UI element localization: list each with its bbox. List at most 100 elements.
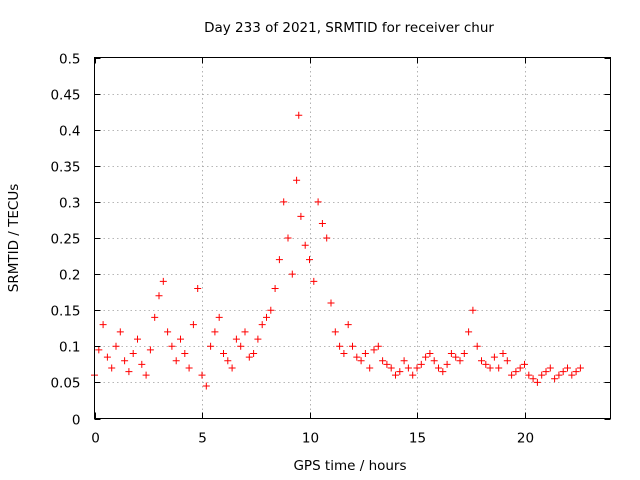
data-point (439, 368, 447, 376)
data-point (546, 364, 554, 372)
data-point (323, 234, 331, 242)
data-point (146, 346, 154, 354)
data-point (340, 350, 348, 358)
data-point (310, 277, 318, 285)
data-point (374, 342, 382, 350)
data-point (486, 364, 494, 372)
data-point (228, 364, 236, 372)
data-point (452, 353, 460, 361)
data-point (387, 364, 395, 372)
data-point (473, 342, 481, 350)
data-point (301, 241, 309, 249)
data-point (207, 342, 215, 350)
data-point (533, 378, 541, 386)
y-tick-label: 0.15 (50, 304, 80, 320)
data-point (456, 357, 464, 365)
x-tick-label: 0 (91, 431, 100, 447)
y-tick-label: 0.05 (50, 376, 80, 392)
y-tick-label: 0.45 (50, 88, 80, 104)
data-point (435, 364, 442, 372)
data-point (194, 285, 202, 293)
data-point (409, 371, 417, 379)
chart-title: Day 233 of 2021, SRMTID for receiver chu… (204, 20, 494, 36)
data-point (349, 342, 356, 350)
data-point (482, 360, 490, 368)
data-point (344, 321, 352, 329)
y-axis: 0 0.05 0.1 0.15 0.2 0.25 0.3 0.35 0.4 0.45 0.5 (50, 52, 611, 429)
plot-frame (94, 57, 611, 419)
data-point (254, 335, 262, 343)
data-point (469, 306, 477, 314)
data-point (314, 198, 322, 206)
data-point (495, 364, 503, 372)
data-point (172, 357, 180, 365)
data-point (280, 198, 288, 206)
data-point (232, 335, 240, 343)
data-point (559, 368, 567, 376)
data-point (306, 256, 313, 264)
data-point (99, 321, 107, 329)
data-point (465, 328, 473, 336)
data-point (181, 350, 189, 358)
y-tick-label: 0.2 (59, 268, 80, 284)
data-point (134, 335, 141, 343)
data-point (568, 371, 576, 379)
data-point (295, 111, 303, 119)
y-tick-label: 0.1 (59, 340, 80, 356)
data-point (95, 346, 103, 354)
data-point (336, 342, 344, 350)
y-tick-label: 0.5 (59, 52, 80, 68)
x-axis-label: GPS time / hours (293, 458, 406, 474)
data-point (383, 360, 391, 368)
data-point (508, 371, 516, 379)
data-point (542, 368, 550, 376)
data-point (168, 342, 176, 350)
data-point (503, 357, 511, 365)
data-point (396, 368, 404, 376)
data-point (460, 350, 468, 358)
x-tick-label: 15 (409, 431, 426, 447)
data-point (220, 350, 227, 358)
data-point (564, 364, 571, 372)
data-point (159, 277, 167, 285)
data-point (521, 360, 528, 368)
data-point (237, 342, 245, 350)
data-point (284, 234, 292, 242)
data-point (366, 364, 374, 372)
data-point (112, 342, 120, 350)
data-point (202, 382, 210, 390)
data-point (275, 256, 283, 264)
data-point (404, 364, 412, 372)
x-axis: 0 5 10 15 20 (91, 57, 534, 447)
data-point (138, 360, 146, 368)
data-point (490, 353, 498, 361)
data-point (245, 353, 253, 361)
y-axis-label: SRMTID / TECUs (6, 184, 22, 292)
data-point (125, 368, 133, 376)
data-point (241, 328, 249, 336)
data-point (155, 292, 163, 300)
data-point (189, 321, 197, 329)
data-point (478, 357, 485, 365)
x-tick-label: 10 (302, 431, 319, 447)
data-point (572, 368, 580, 376)
data-point (129, 350, 137, 358)
data-point (211, 328, 219, 336)
data-point (499, 350, 507, 358)
data-point (224, 357, 232, 365)
data-point (297, 212, 305, 220)
data-point (327, 299, 335, 307)
data-point (267, 306, 275, 314)
data-point (331, 328, 339, 336)
data-point (177, 335, 184, 343)
data-point (318, 220, 326, 228)
data-point (400, 357, 408, 365)
data-point (370, 346, 378, 354)
data-point (392, 371, 399, 379)
x-tick-label: 5 (198, 431, 207, 447)
data-point (185, 364, 193, 372)
y-tick-label: 0.4 (59, 124, 80, 140)
data-point (357, 357, 365, 365)
data-point (142, 371, 150, 379)
data-point (215, 313, 223, 321)
